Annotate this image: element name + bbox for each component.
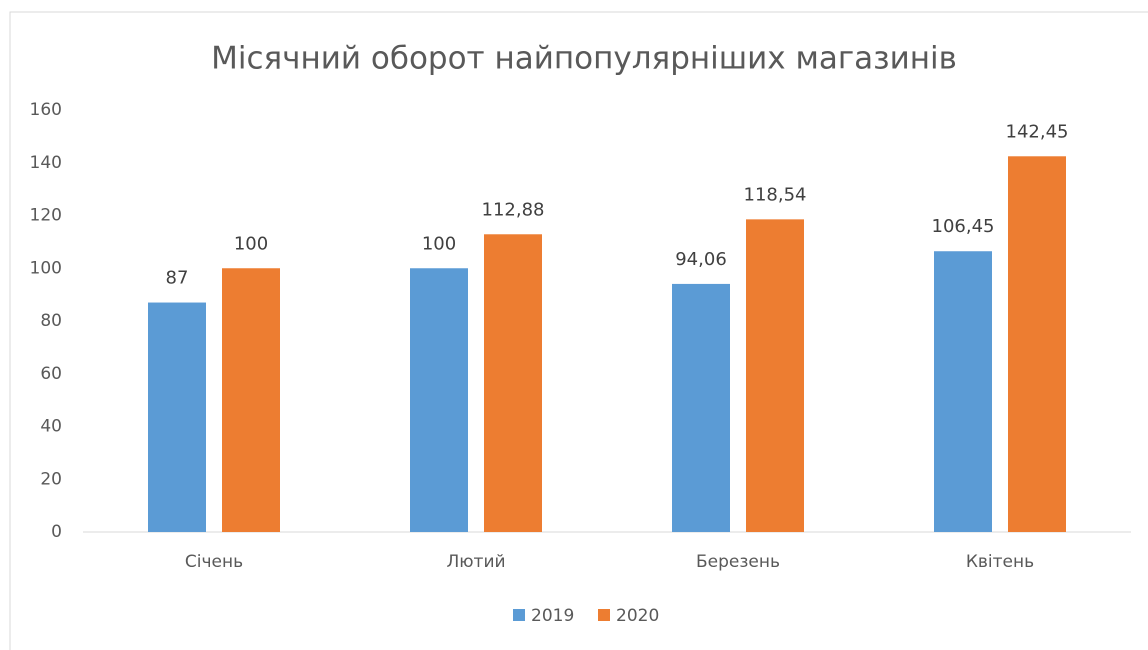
legend-swatch (598, 609, 610, 621)
value-label: 94,06 (675, 249, 727, 270)
value-label: 106,45 (932, 216, 995, 237)
x-tick-label: Березень (696, 552, 780, 572)
bar (934, 251, 992, 532)
bar (222, 268, 280, 532)
legend-label: 2019 (531, 606, 574, 626)
y-tick-label: 40 (40, 417, 62, 437)
y-tick-label: 160 (30, 100, 62, 120)
y-tick-label: 20 (40, 469, 62, 489)
y-tick-label: 60 (40, 364, 62, 384)
y-tick-label: 120 (30, 206, 62, 226)
y-tick-label: 0 (51, 522, 62, 542)
bar (410, 268, 468, 532)
legend-label: 2020 (616, 606, 659, 626)
chart-title: Місячний оборот найпопулярніших магазині… (211, 41, 957, 77)
value-label: 100 (422, 233, 456, 254)
x-tick-label: Квітень (966, 552, 1034, 572)
bar (746, 219, 804, 532)
bar (148, 302, 206, 532)
y-tick-label: 80 (40, 311, 62, 331)
bar (484, 234, 542, 533)
legend-swatch (513, 609, 525, 621)
value-label: 100 (234, 233, 268, 254)
y-tick-label: 100 (30, 258, 62, 278)
x-tick-label: Лютий (446, 552, 505, 572)
value-label: 118,54 (744, 184, 807, 205)
bar (1008, 156, 1066, 532)
value-label: 142,45 (1006, 121, 1069, 142)
value-label: 87 (166, 268, 189, 289)
bar (672, 283, 730, 532)
value-label: 112,88 (482, 199, 545, 220)
x-tick-label: Січень (185, 552, 243, 572)
y-tick-label: 140 (30, 153, 62, 173)
